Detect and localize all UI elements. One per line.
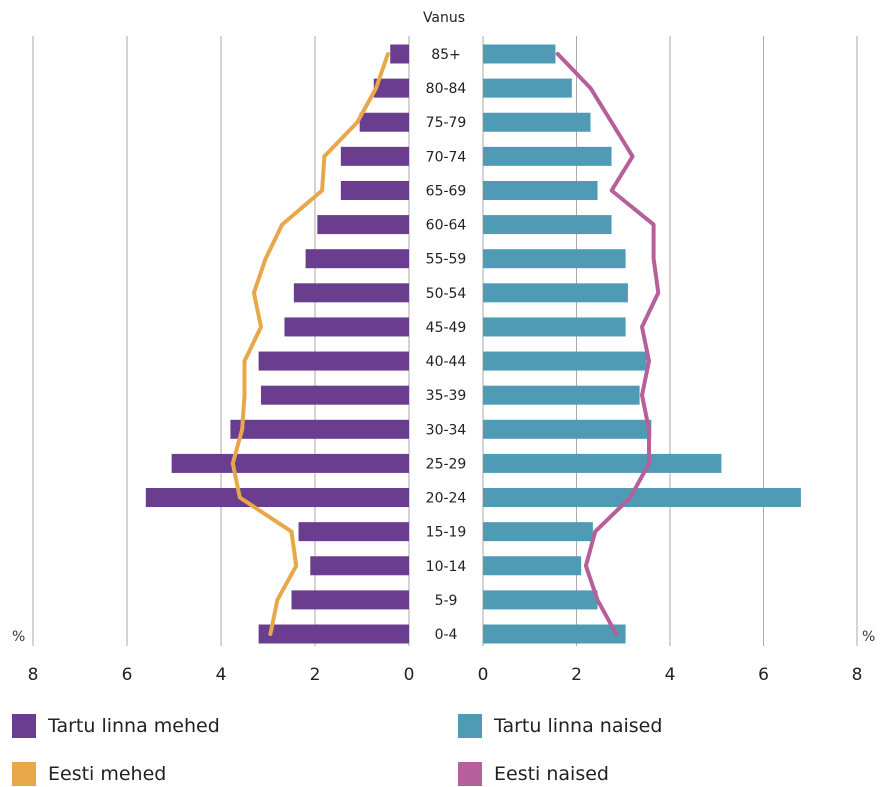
tick-right-6: 6 (758, 665, 769, 685)
age-label-55-59: 55-59 (426, 252, 467, 268)
bar-men-60-64 (317, 215, 409, 235)
bar-men-20-24 (145, 488, 410, 508)
bar-men-25-29 (171, 453, 409, 473)
age-label-10-14: 10-14 (426, 559, 467, 575)
bar-women-5-9 (483, 590, 598, 610)
age-label-30-34: 30-34 (426, 422, 467, 438)
bar-women-40-44 (483, 351, 647, 371)
unit-label-right: % (862, 629, 875, 645)
bar-women-25-29 (483, 453, 722, 473)
legend-item-estonia-women: Eesti naised (458, 762, 609, 786)
age-label-5-9: 5-9 (435, 593, 458, 609)
x-tick-labels: 0 0 2 2 4 4 6 6 8 8 (28, 665, 863, 685)
tick-right-2: 2 (571, 665, 582, 685)
bar-men-5-9 (291, 590, 409, 610)
tick-left-2: 2 (310, 665, 321, 685)
line-estonia-men (230, 52, 390, 636)
bar-men-45-49 (284, 317, 409, 337)
bars-tartu-men (145, 44, 410, 644)
tick-left-8: 8 (28, 665, 39, 685)
legend-item-tartu-women: Tartu linna naised (458, 714, 662, 738)
age-label-50-54: 50-54 (426, 286, 467, 302)
legend-label-tartu-women: Tartu linna naised (494, 715, 663, 737)
tick-left-6: 6 (122, 665, 133, 685)
unit-label-left: % (12, 629, 25, 645)
bar-men-75-79 (359, 112, 409, 132)
age-label-0-4: 0-4 (435, 627, 458, 643)
bar-men-80-84 (373, 78, 409, 98)
legend-swatch-estonia-men (12, 762, 36, 786)
tick-right-4: 4 (665, 665, 676, 685)
bar-men-10-14 (310, 556, 409, 576)
age-label-40-44: 40-44 (426, 354, 467, 370)
bar-women-30-34 (483, 419, 652, 439)
bar-women-15-19 (483, 522, 593, 542)
bar-women-70-74 (483, 146, 612, 166)
legend-item-estonia-men: Eesti mehed (12, 762, 166, 786)
bar-women-0-4 (483, 624, 626, 644)
tick-right-8: 8 (852, 665, 863, 685)
bar-men-65-69 (340, 180, 409, 200)
legend-swatch-estonia-women (458, 762, 482, 786)
age-label-75-79: 75-79 (426, 115, 467, 131)
bar-women-75-79 (483, 112, 591, 132)
bar-men-30-34 (230, 419, 409, 439)
legend-swatch-tartu-women (458, 714, 482, 738)
bar-men-70-74 (340, 146, 409, 166)
bar-women-85+ (483, 44, 556, 64)
bar-women-55-59 (483, 249, 626, 269)
grid-lines (32, 36, 858, 646)
chart-title: Vanus (423, 10, 465, 26)
bar-women-65-69 (483, 180, 598, 200)
age-label-85+: 85+ (431, 47, 461, 63)
bar-men-55-59 (305, 249, 409, 269)
bar-men-35-39 (260, 385, 409, 405)
bar-men-15-19 (298, 522, 409, 542)
age-labels: 0-4 5-9 10-14 15-19 20-24 25-29 30-34 35-39 40-4… (426, 47, 467, 643)
bar-women-35-39 (483, 385, 640, 405)
age-label-65-69: 65-69 (426, 183, 467, 199)
lines-estonia (230, 52, 661, 636)
bar-women-80-84 (483, 78, 572, 98)
age-label-60-64: 60-64 (426, 218, 467, 234)
age-label-70-74: 70-74 (426, 149, 467, 165)
bar-women-45-49 (483, 317, 626, 337)
bar-men-40-44 (258, 351, 409, 371)
bars-tartu-women (483, 44, 801, 644)
bar-men-85+ (390, 44, 409, 64)
age-label-45-49: 45-49 (426, 320, 467, 336)
bar-women-60-64 (483, 215, 612, 235)
legend-swatch-tartu-men (12, 714, 36, 738)
tick-left-4: 4 (216, 665, 227, 685)
tick-left-0: 0 (404, 665, 415, 685)
legend-label-estonia-women: Eesti naised (494, 763, 609, 785)
legend-label-tartu-men: Tartu linna mehed (48, 715, 220, 737)
age-label-15-19: 15-19 (426, 525, 467, 541)
bar-women-50-54 (483, 283, 628, 303)
legend-item-tartu-men: Tartu linna mehed (12, 714, 220, 738)
age-label-25-29: 25-29 (426, 456, 467, 472)
age-label-80-84: 80-84 (426, 81, 467, 97)
line-estonia-women (555, 52, 661, 636)
age-label-20-24: 20-24 (426, 491, 467, 507)
bar-women-20-24 (483, 488, 801, 508)
age-label-35-39: 35-39 (426, 388, 467, 404)
tick-right-0: 0 (478, 665, 489, 685)
bar-men-0-4 (258, 624, 409, 644)
population-pyramid-chart: Vanus % % 0-4 5-9 10-14 15-19 20-24 25-29 30-3… (12, 10, 875, 685)
bar-women-10-14 (483, 556, 582, 576)
bar-men-50-54 (293, 283, 409, 303)
legend-label-estonia-men: Eesti mehed (48, 763, 167, 785)
